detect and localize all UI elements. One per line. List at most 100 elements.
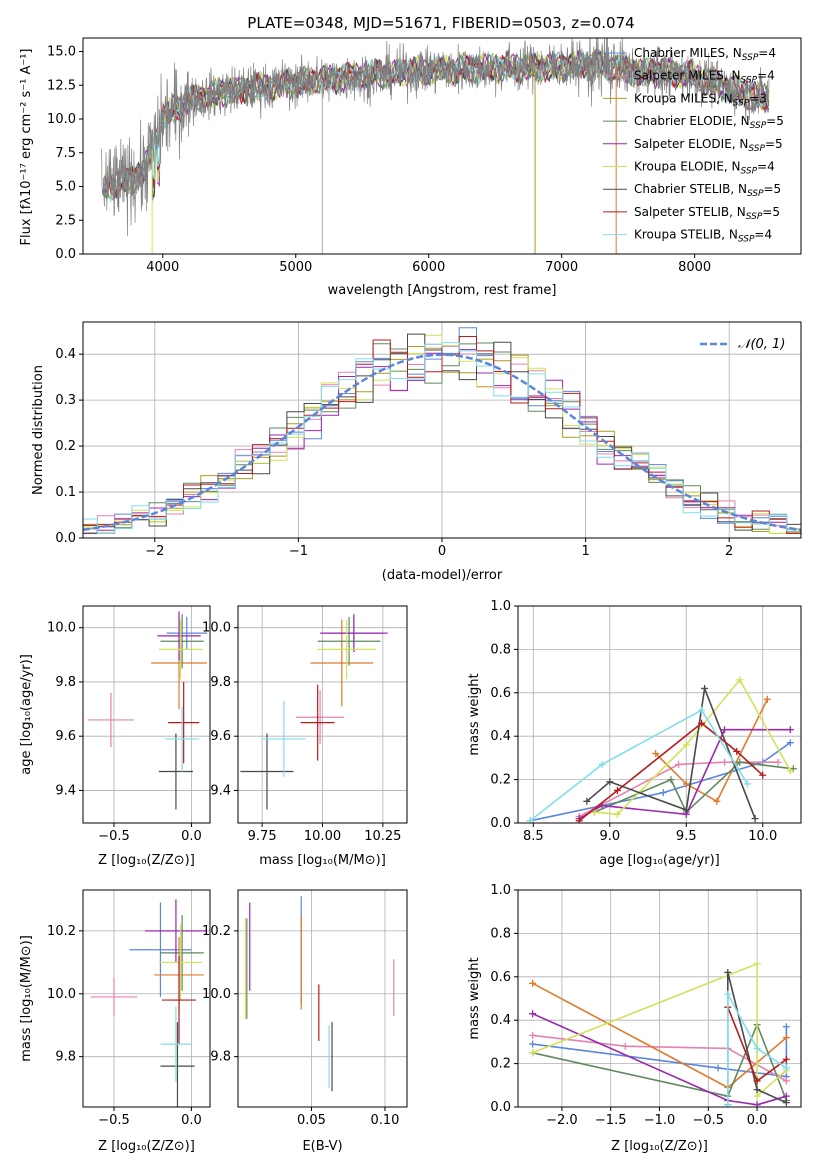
residuals-plot-area [83,322,801,539]
spectrum-panel: PLATE=0348, MJD=51671, FIBERID=0503, z=0… [19,14,802,298]
x-tick-label: −1.5 [595,1113,627,1128]
y-tick-label: 9.8 [55,1050,76,1065]
weight-marker [698,706,706,714]
weight-line [532,962,787,1098]
y-tick-label: 10.0 [202,987,231,1002]
weight_vs_age-panel: 8.5 9.0 9.5 10.0 0.0 0.2 0.4 0.6 0.8 1.0 age [log₁… [467,599,802,868]
errorbar-point [262,700,306,777]
y-axis-label: mass [log₁₀(M/M⊙)] [19,935,34,1062]
y-tick-label: 10.0 [47,987,76,1002]
residuals-ylabel: Normed distribution [31,365,46,495]
x-tick-label: 0.0 [747,1113,768,1128]
errorbar-point [295,690,345,745]
weight-marker [613,810,621,818]
weight-line [578,761,779,818]
residuals-legend: 𝒩(0, 1) [700,337,785,352]
y-tick-label: 9.8 [55,675,76,690]
weight-marker [724,1101,732,1107]
weight-marker [753,1092,761,1100]
legend-subscript: SSP [741,76,758,86]
legend-subscript: SSP [738,235,755,245]
legend-count: =3 [749,91,767,105]
weight-marker [724,990,732,998]
legend-label: Kroupa ELODIE, N [634,160,741,174]
x-tick-label: 0 [438,544,446,559]
y-axis-label: mass weight [467,957,482,1039]
x-tick-label: 8000 [678,260,711,275]
weight-marker [529,1010,537,1018]
weight-marker [753,1086,761,1094]
legend-label: Salpeter ELODIE, N [634,137,748,151]
weight-marker [675,760,683,768]
y-tick-label: 0.0 [490,1100,511,1115]
legend-subscript: SSP [733,98,750,108]
weight-marker [759,771,767,779]
weight-line [594,678,791,816]
legend-label: Kroupa MILES, N [634,91,733,105]
x-tick-label: 0.0 [181,1113,202,1128]
weight-marker [753,1077,761,1085]
weight-marker [667,776,675,784]
panel-frame [237,889,408,1108]
x-tick-label: 0.05 [297,1113,326,1128]
residuals-y-ticks: 0.0 0.1 0.2 0.3 0.4 [55,347,83,546]
y-tick-label: 10.2 [47,924,76,939]
x-axis-label: age [log₁₀(age/yr)] [599,853,720,868]
errorbar-point [160,1022,195,1107]
y-tick-label: 9.6 [55,729,76,744]
errorbar-point [317,619,376,680]
weight-marker [698,719,706,727]
legend-label: Salpeter STELIB, N [634,205,746,219]
x-tick-label: 0.0 [181,829,202,844]
plot-marks [244,896,395,1092]
legend-entry: Chabrier STELIB, NSSP=5 [634,182,781,199]
errorbar-point [165,706,200,772]
legend-label: Salpeter MILES, N [634,69,741,83]
errorbar-point [166,616,207,650]
weight-marker [526,817,534,823]
y-tick-label: 5.0 [55,180,76,195]
y-tick-label: 9.8 [210,675,231,690]
y-tick-label: 2.5 [55,213,76,228]
parameter-panels: −0.5 0.0 9.4 9.6 9.8 10.0 Z [log₁₀(Z/Z⊙)] age [… [19,599,802,1154]
x-tick-label: −0.5 [693,1113,725,1128]
plot-marks [90,899,207,1107]
legend-label: Chabrier ELODIE, N [634,114,750,128]
legend-count: =4 [757,160,775,174]
weight-marker [721,726,729,734]
x-tick-label: 5000 [279,260,312,275]
y-tick-label: 0.4 [490,729,511,744]
spectrum-plot-area [101,38,770,254]
y-axis-label: mass weight [467,673,482,755]
legend-label: Chabrier MILES, N [634,46,742,60]
y-tick-label: 10.0 [202,621,231,636]
y-tick-label: 0.6 [490,970,511,985]
weight-line [655,698,769,803]
weight-marker [753,1101,761,1107]
legend-label: Kroupa STELIB, N [634,228,738,242]
panel-frame [517,605,802,824]
x-axis-label: Z [log₁₀(Z/Z⊙)] [98,1139,195,1154]
gaussian-legend-label: 𝒩(0, 1) [738,337,785,352]
weight-line [727,993,787,1105]
errorbar-point [87,692,135,748]
legend-count: =5 [766,114,784,128]
x-tick-label: 10.00 [304,829,341,844]
legend-subscript: SSP [746,212,763,222]
y-tick-label: 9.6 [210,729,231,744]
plot-marks [87,611,207,810]
weight-marker [751,815,759,823]
weight-marker [713,797,721,805]
weight-marker [743,780,751,788]
errorbar-point [317,616,381,666]
weight-marker [724,968,732,976]
x-tick-label: 9.0 [599,829,620,844]
plot-marks [526,676,797,823]
legend-entry: Salpeter ELODIE, NSSP=5 [634,137,783,154]
errorbar-point [144,899,207,963]
weight-marker [782,1099,790,1107]
spectrum-ylabel: Flux [fλ10⁻¹⁷ erg cm⁻² s⁻¹ A⁻¹] [19,49,34,246]
legend-entry: Chabrier ELODIE, NSSP=5 [634,114,784,131]
weight-marker [682,780,690,788]
residuals-xlabel: (data-model)/error [382,568,503,583]
